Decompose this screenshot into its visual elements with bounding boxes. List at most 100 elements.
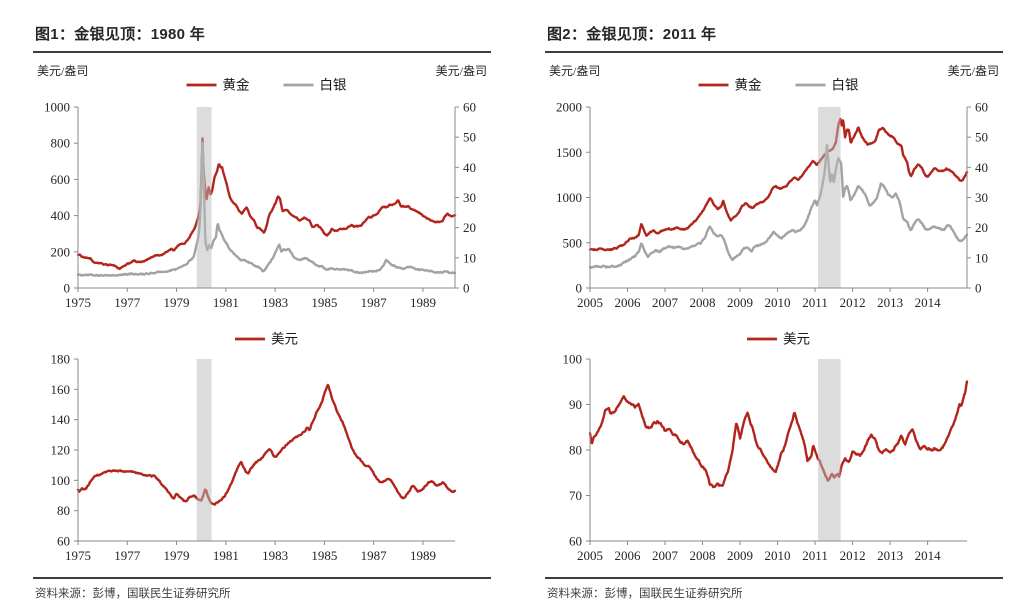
y-tick-label: 50 bbox=[463, 130, 476, 145]
y-tick-label: 0 bbox=[463, 281, 470, 296]
dollar-line bbox=[588, 380, 969, 489]
x-tick-label: 1981 bbox=[213, 295, 239, 310]
legend-item-dollar: 美元 bbox=[235, 332, 298, 347]
figure-1-panel: 图1：金银见顶：1980 年 0 200 400 600 800 1000 0 10 20 30 4… bbox=[33, 20, 491, 601]
y-tick-label: 70 bbox=[569, 488, 582, 503]
y-tick-label: 200 bbox=[51, 244, 71, 259]
x-tick-label: 1981 bbox=[213, 548, 239, 563]
y-tick-label: 30 bbox=[463, 190, 476, 205]
y-tick-label: 20 bbox=[463, 220, 476, 235]
figure-1-gold-silver-chart: 0 200 400 600 800 1000 0 10 20 30 40 50 60 1975 1977 19… bbox=[37, 64, 487, 310]
x-tick-label: 2011 bbox=[802, 548, 828, 563]
y-tick-label: 120 bbox=[51, 443, 71, 458]
x-tick-label: 1979 bbox=[164, 548, 190, 563]
x-tick-label: 2012 bbox=[840, 548, 866, 563]
dollar-line bbox=[76, 383, 457, 506]
x-tick-label: 1985 bbox=[311, 295, 337, 310]
y-tick-label: 30 bbox=[975, 190, 988, 205]
y-tick-label: 800 bbox=[51, 136, 71, 151]
x-tick-label: 2007 bbox=[652, 295, 679, 310]
silver-legend-label: 白银 bbox=[832, 78, 860, 93]
y-tick-label: 600 bbox=[51, 172, 71, 187]
y-tick-label: 60 bbox=[975, 100, 988, 115]
x-tick-label: 2006 bbox=[615, 295, 642, 310]
x-tick-label: 2013 bbox=[877, 295, 903, 310]
right-axis-unit-label: 美元/盎司 bbox=[948, 64, 999, 78]
figure-1-title: 图1：金银见顶：1980 年 bbox=[33, 20, 491, 53]
y-tick-label: 90 bbox=[569, 397, 582, 412]
y-tick-label: 100 bbox=[51, 473, 71, 488]
y-tick-label: 60 bbox=[463, 100, 476, 115]
y-tick-label: 10 bbox=[975, 250, 988, 265]
x-tick-label: 2010 bbox=[765, 295, 791, 310]
y-tick-label: 1500 bbox=[556, 145, 582, 160]
y-tick-label: 40 bbox=[463, 160, 476, 175]
x-tick-label: 1989 bbox=[410, 548, 436, 563]
y-tick-label: 140 bbox=[51, 412, 71, 427]
x-tick-label: 2013 bbox=[877, 548, 903, 563]
y-tick-label: 80 bbox=[569, 443, 582, 458]
peak-highlight-band bbox=[196, 107, 212, 288]
x-tick-label: 1975 bbox=[65, 548, 91, 563]
x-tick-label: 1977 bbox=[114, 295, 140, 310]
legend-item-silver: 白银 bbox=[795, 78, 860, 93]
x-tick-label: 1987 bbox=[361, 295, 388, 310]
peak-highlight-band bbox=[818, 359, 841, 541]
gold-legend-label: 黄金 bbox=[735, 78, 763, 93]
y-tick-label: 160 bbox=[51, 382, 71, 397]
y-tick-label: 500 bbox=[563, 235, 583, 250]
peak-highlight-band bbox=[196, 359, 212, 541]
figure-2-title: 图2：金银见顶：2011 年 bbox=[545, 20, 1003, 53]
figure-2-source: 资料来源：彭博，国联民生证券研究所 bbox=[545, 577, 1003, 601]
x-tick-label: 1987 bbox=[361, 548, 388, 563]
x-tick-label: 1983 bbox=[262, 295, 288, 310]
dollar-legend-label: 美元 bbox=[271, 332, 298, 347]
figure-2-dollar-index-chart: 60 70 80 90 100 2005 2006 2007 2008 2009 2010 2011 2… bbox=[563, 332, 969, 563]
y-tick-label: 180 bbox=[51, 352, 71, 367]
x-tick-label: 2011 bbox=[802, 295, 828, 310]
x-tick-label: 2005 bbox=[577, 295, 603, 310]
x-tick-label: 1975 bbox=[65, 295, 91, 310]
y-tick-label: 10 bbox=[463, 250, 476, 265]
y-tick-label: 60 bbox=[569, 534, 582, 549]
figure-1-dollar-index-chart: 60 80 100 120 140 160 180 1975 1977 1979 1981 1983 1… bbox=[51, 332, 457, 563]
y-tick-label: 1000 bbox=[44, 100, 70, 115]
gold-legend-label: 黄金 bbox=[223, 78, 250, 93]
legend-item-silver: 白银 bbox=[283, 78, 347, 93]
left-axis-unit-label: 美元/盎司 bbox=[37, 64, 88, 78]
y-tick-label: 80 bbox=[57, 503, 70, 518]
y-tick-label: 1000 bbox=[556, 190, 582, 205]
legend-item-gold: 黄金 bbox=[698, 78, 763, 93]
left-axis-unit-label: 美元/盎司 bbox=[549, 64, 600, 78]
right-axis-unit-label: 美元/盎司 bbox=[436, 64, 487, 78]
y-tick-label: 40 bbox=[975, 160, 988, 175]
x-tick-label: 1985 bbox=[311, 548, 337, 563]
x-tick-label: 2014 bbox=[915, 548, 942, 563]
legend-item-dollar: 美元 bbox=[747, 332, 810, 347]
x-tick-label: 2008 bbox=[690, 548, 716, 563]
y-tick-label: 20 bbox=[975, 220, 988, 235]
dollar-legend-label: 美元 bbox=[783, 332, 810, 347]
y-tick-label: 0 bbox=[576, 281, 583, 296]
gold-line bbox=[588, 117, 969, 252]
figure-2-panel: 图2：金银见顶：2011 年 0 500 1000 1500 2000 0 10 20 30 40… bbox=[545, 20, 1003, 601]
gold-line bbox=[76, 137, 457, 271]
x-tick-label: 2008 bbox=[690, 295, 716, 310]
x-tick-label: 2007 bbox=[652, 548, 679, 563]
x-tick-label: 2010 bbox=[765, 548, 791, 563]
x-tick-label: 2014 bbox=[915, 295, 942, 310]
y-tick-label: 100 bbox=[563, 352, 583, 367]
x-tick-label: 2006 bbox=[615, 548, 642, 563]
y-tick-label: 0 bbox=[975, 281, 982, 296]
x-tick-label: 1989 bbox=[410, 295, 436, 310]
y-tick-label: 0 bbox=[64, 281, 71, 296]
x-tick-label: 2012 bbox=[840, 295, 866, 310]
x-tick-label: 2009 bbox=[727, 295, 753, 310]
x-tick-label: 2009 bbox=[727, 548, 753, 563]
figure-1-source: 资料来源：彭博，国联民生证券研究所 bbox=[33, 577, 491, 601]
y-tick-label: 60 bbox=[57, 534, 70, 549]
silver-line bbox=[76, 141, 457, 278]
silver-legend-label: 白银 bbox=[320, 78, 347, 93]
y-tick-label: 2000 bbox=[556, 100, 582, 115]
silver-line bbox=[588, 143, 969, 270]
